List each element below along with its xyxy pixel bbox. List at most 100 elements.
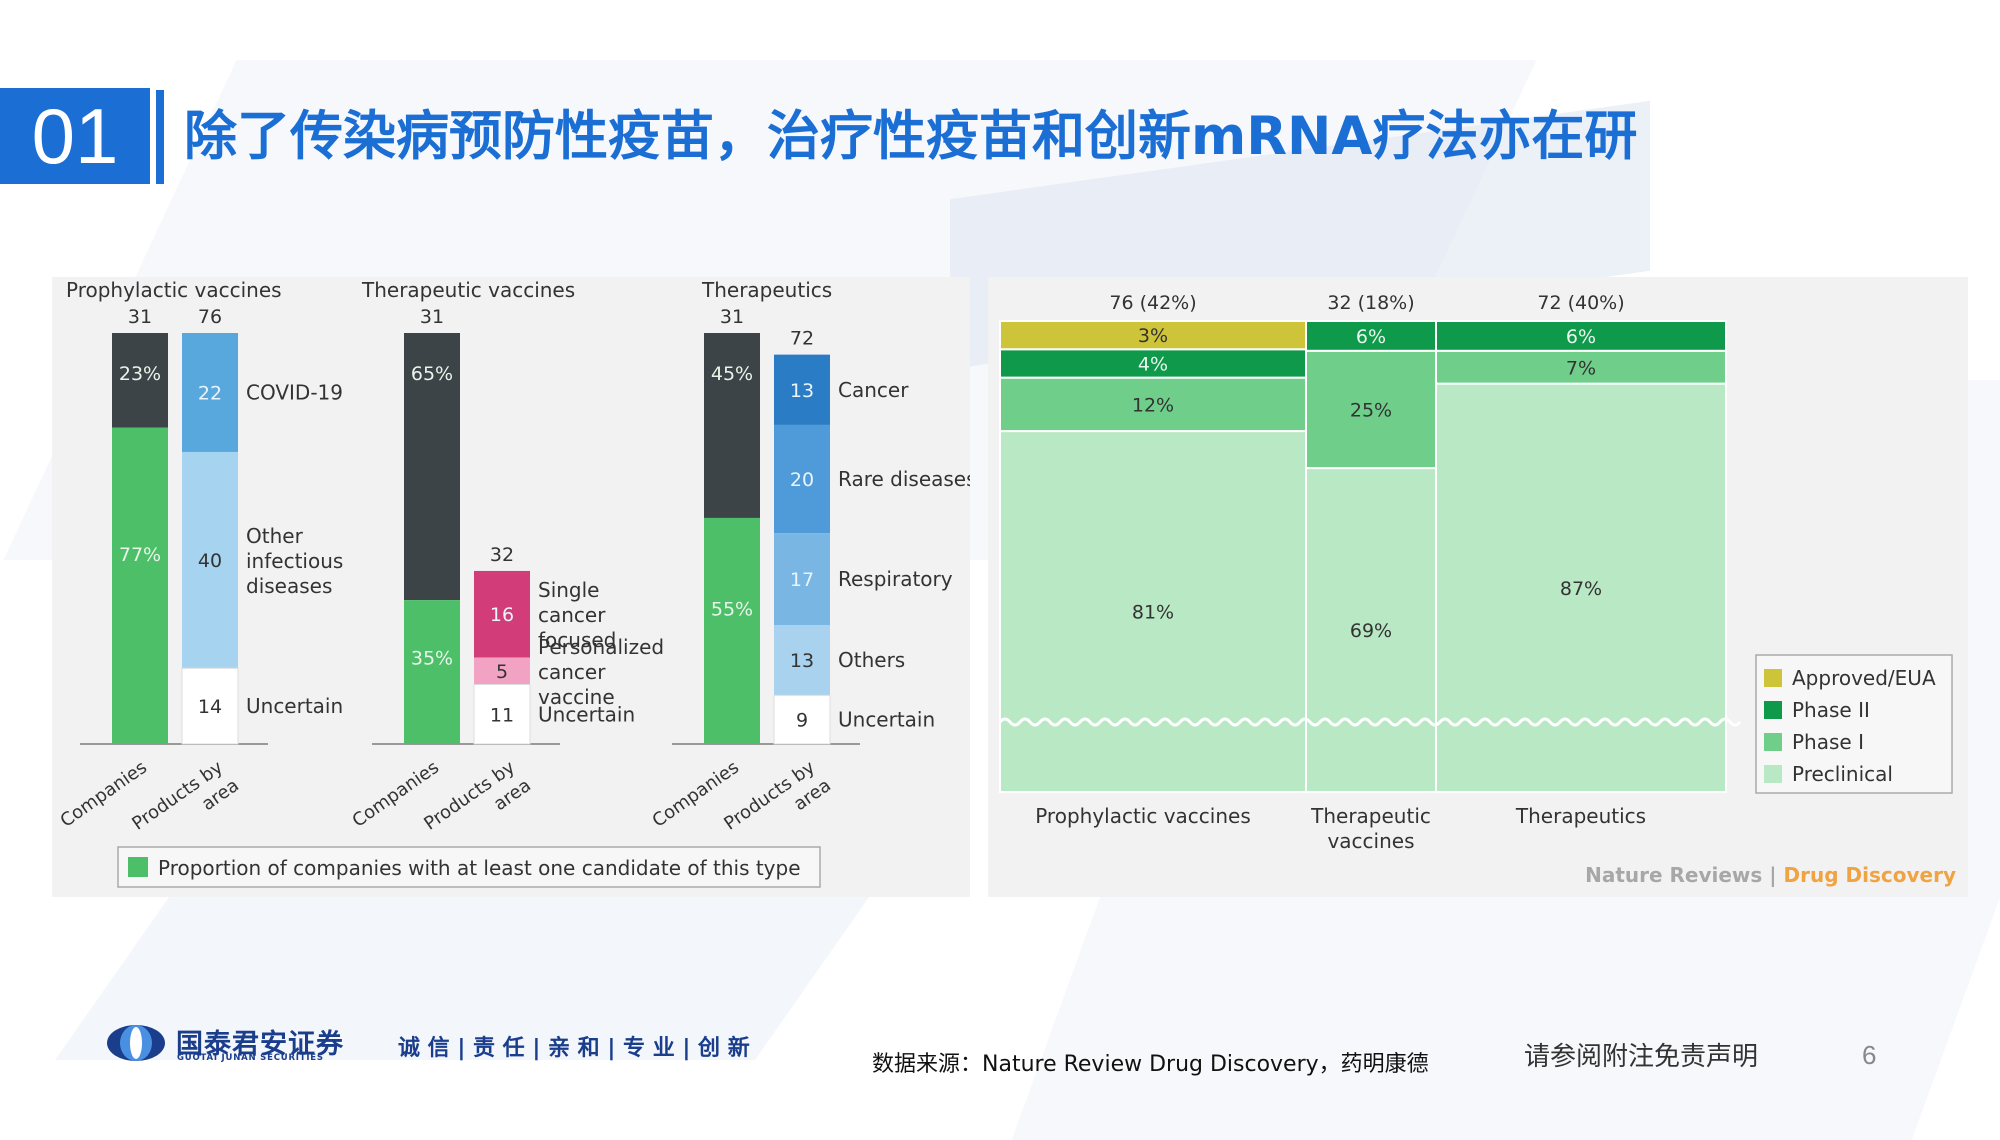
legend-swatch-phase-i	[1764, 733, 1782, 751]
products-segment-label: Respiratory	[838, 567, 953, 591]
column-header: 72 (40%)	[1537, 292, 1624, 314]
products-segment-label: Uncertain	[246, 694, 343, 718]
products-bar-segment	[774, 625, 830, 696]
products-total: 72	[790, 328, 814, 350]
stage-segment-phase-i	[1435, 349, 1727, 385]
products-segment-value: 13	[790, 380, 814, 402]
products-segment-label: infectious	[246, 549, 343, 573]
products-segment-label: diseases	[246, 574, 332, 598]
products-segment-label: Single	[538, 578, 599, 602]
stage-value-label: 7%	[1566, 357, 1596, 379]
group-title-therapeutics: Therapeutics	[701, 278, 832, 302]
companies-segment-label: 23%	[119, 363, 161, 385]
products-segment-label: cancer	[538, 660, 606, 684]
products-segment-value: 11	[490, 704, 514, 726]
products-bar-segment	[182, 451, 238, 669]
products-bar-segment	[474, 657, 530, 685]
companies-segment-label: 65%	[411, 363, 453, 385]
products-total: 32	[490, 544, 514, 566]
mosaic-chart: 76 (42%) 3% 4% 12% 81% 32 (18%) 6% 25% 69% 72 (40…	[998, 292, 1956, 887]
group-title-therapeutic-vaccines: Therapeutic vaccines	[361, 278, 575, 302]
stage-segment-preclinical	[1305, 467, 1437, 793]
products-segment-value: 22	[198, 382, 222, 404]
products-bar-segment	[774, 354, 830, 425]
stage-segment-phase-i	[1305, 349, 1437, 470]
products-segment-value: 16	[490, 604, 514, 626]
category-label: vaccines	[1327, 829, 1414, 853]
legend-label-approved-eua: Approved/EUA	[1792, 666, 1936, 690]
products-segment-value: 40	[198, 550, 222, 572]
category-label: Therapeutics	[1515, 804, 1646, 828]
column-header: 76 (42%)	[1109, 292, 1196, 314]
products-segment-value: 14	[198, 696, 222, 718]
stage-value-label: 25%	[1350, 400, 1392, 422]
legend-label-phase-ii: Phase II	[1792, 698, 1870, 722]
category-label: Therapeutic	[1310, 804, 1431, 828]
companies-bar-segment	[704, 333, 760, 518]
companies-bar-segment	[112, 333, 168, 428]
products-segment-value: 13	[790, 650, 814, 672]
products-bar-segment	[182, 333, 238, 452]
page-title: 除了传染病预防性疫苗，治疗性疫苗和创新mRNA疗法亦在研	[184, 106, 1638, 167]
products-bar-segment	[181, 667, 239, 745]
category-label: Prophylactic vaccines	[1035, 804, 1251, 828]
legend-label-phase-i: Phase I	[1792, 730, 1864, 754]
products-bar-segment	[473, 684, 531, 745]
slogan: 诚 信 | 责 任 | 亲 和 | 专 业 | 创 新	[398, 1036, 750, 1061]
products-bar-segment	[774, 533, 830, 626]
data-source: 数据来源：Nature Review Drug Discovery，药明康德	[872, 1052, 1429, 1077]
products-segment-value: 17	[790, 569, 814, 591]
companies-bar-segment	[704, 517, 760, 744]
companies-total: 31	[720, 306, 744, 328]
companies-bar-segment	[404, 333, 460, 601]
companies-total: 31	[420, 306, 444, 328]
products-segment-value: 5	[496, 661, 508, 683]
company-name: 国泰君安证券	[176, 1029, 344, 1060]
right-chart-panel: 76 (42%) 3% 4% 12% 81% 32 (18%) 6% 25% 69% 72 (40…	[988, 277, 1968, 897]
stage-value-label: 6%	[1356, 326, 1386, 348]
legend-box	[1755, 654, 1953, 794]
companies-segment-label: 35%	[411, 648, 453, 670]
products-bar-segment	[773, 694, 831, 745]
stage-segment-preclinical	[999, 430, 1307, 793]
stage-segment-phase-ii	[1435, 320, 1727, 352]
companies-segment-label: 77%	[119, 544, 161, 566]
companies-segment-label: 45%	[711, 363, 753, 385]
products-segment-label: Uncertain	[838, 708, 935, 732]
stacked-bar-chart: Prophylactic vaccines 31 23% 77% 76 22 COVID-1…	[57, 278, 977, 888]
companies-total: 31	[128, 306, 152, 328]
products-segment-label: COVID-19	[246, 380, 343, 404]
company-logo-icon	[107, 1025, 165, 1061]
section-number: 01	[0, 88, 150, 184]
legend-swatch	[128, 857, 148, 877]
legend-box	[117, 846, 821, 888]
companies-bar-segment	[112, 427, 168, 744]
legend-label-preclinical: Preclinical	[1792, 762, 1893, 786]
products-segment-label: Others	[838, 648, 905, 672]
products-total: 76	[198, 306, 222, 328]
products-segment-label: Personalized	[538, 635, 664, 659]
stage-value-label: 6%	[1566, 326, 1596, 348]
products-segment-label: Rare diseases	[838, 467, 970, 491]
disclaimer-link[interactable]: 请参阅附注免责声明	[1524, 1042, 1759, 1072]
products-segment-label: Cancer	[838, 378, 909, 402]
products-bar-segment	[474, 570, 530, 658]
journal-credit: Nature Reviews | Drug Discovery	[1585, 863, 1956, 887]
legend-swatch-preclinical	[1764, 765, 1782, 783]
products-segment-label: Uncertain	[538, 702, 635, 726]
stage-value-label: 87%	[1560, 578, 1602, 600]
products-segment-label: vaccine	[538, 685, 615, 709]
products-bar-segment	[774, 424, 830, 534]
legend-swatch-phase-ii	[1764, 701, 1782, 719]
stage-value-label: 81%	[1132, 602, 1174, 624]
products-segment-label: cancer	[538, 603, 606, 627]
companies-bar-segment	[404, 600, 460, 744]
stage-value-label: 69%	[1350, 620, 1392, 642]
title-accent-bar	[156, 90, 164, 184]
stage-value-label: 4%	[1138, 354, 1168, 376]
legend-label: Proportion of companies with at least on…	[158, 856, 801, 880]
products-segment-value: 9	[796, 710, 808, 732]
group-title-prophylactic-vaccines: Prophylactic vaccines	[66, 278, 282, 302]
products-segment-value: 20	[790, 469, 814, 491]
stage-value-label: 3%	[1138, 325, 1168, 347]
